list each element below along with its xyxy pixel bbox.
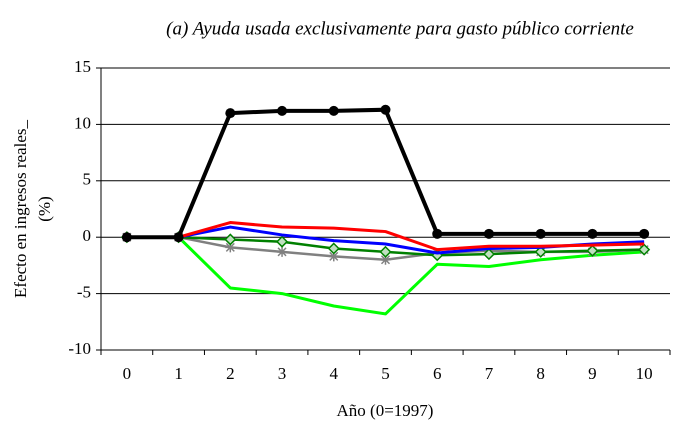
point [483, 228, 494, 239]
point [380, 254, 391, 265]
y-axis-label-line: (%) [35, 196, 54, 221]
point [328, 105, 339, 116]
point [328, 251, 339, 262]
x-tick-label: 8 [536, 364, 545, 383]
point [587, 228, 598, 239]
point [535, 228, 546, 239]
x-tick-label: 3 [278, 364, 287, 383]
y-axis-label: Efecto en ingresos reales_ (%) [11, 120, 54, 298]
line [126, 235, 645, 316]
point [432, 228, 443, 239]
x-tick-label: 9 [588, 364, 597, 383]
y-axis-label-line: Efecto en ingresos reales_ [11, 120, 30, 298]
x-tick-label: 2 [226, 364, 235, 383]
point [277, 246, 288, 257]
point [225, 108, 236, 119]
point [225, 242, 236, 253]
point [638, 243, 651, 256]
y-tick-label: 5 [83, 170, 92, 189]
x-axis-label: Año (0=1997) [337, 401, 434, 420]
x-tick-label: 10 [636, 364, 653, 383]
point [534, 245, 547, 258]
y-tick-label: 15 [74, 57, 91, 76]
x-tick-label: 0 [123, 364, 132, 383]
x-tick-label: 7 [485, 364, 494, 383]
chart-title: (a) Ayuda usada exclusivamente para gast… [166, 18, 634, 39]
y-tick-label: -5 [77, 283, 91, 302]
point [173, 232, 184, 243]
point [327, 242, 340, 255]
y-tick-label: -10 [68, 339, 91, 358]
line [126, 221, 645, 252]
y-tick-label: 0 [83, 226, 92, 245]
point [380, 104, 391, 115]
x-tick-label: 4 [330, 364, 339, 383]
point [379, 245, 392, 258]
x-tick-label: 1 [174, 364, 183, 383]
point [275, 235, 289, 248]
point [482, 248, 496, 261]
point [121, 232, 132, 243]
point [639, 228, 650, 239]
x-tick-label: 5 [381, 364, 390, 383]
point [224, 233, 237, 246]
y-tick-label: 10 [74, 113, 91, 132]
x-tick-label: 6 [433, 364, 442, 383]
point [277, 105, 288, 116]
point [586, 244, 599, 257]
line [126, 107, 645, 240]
